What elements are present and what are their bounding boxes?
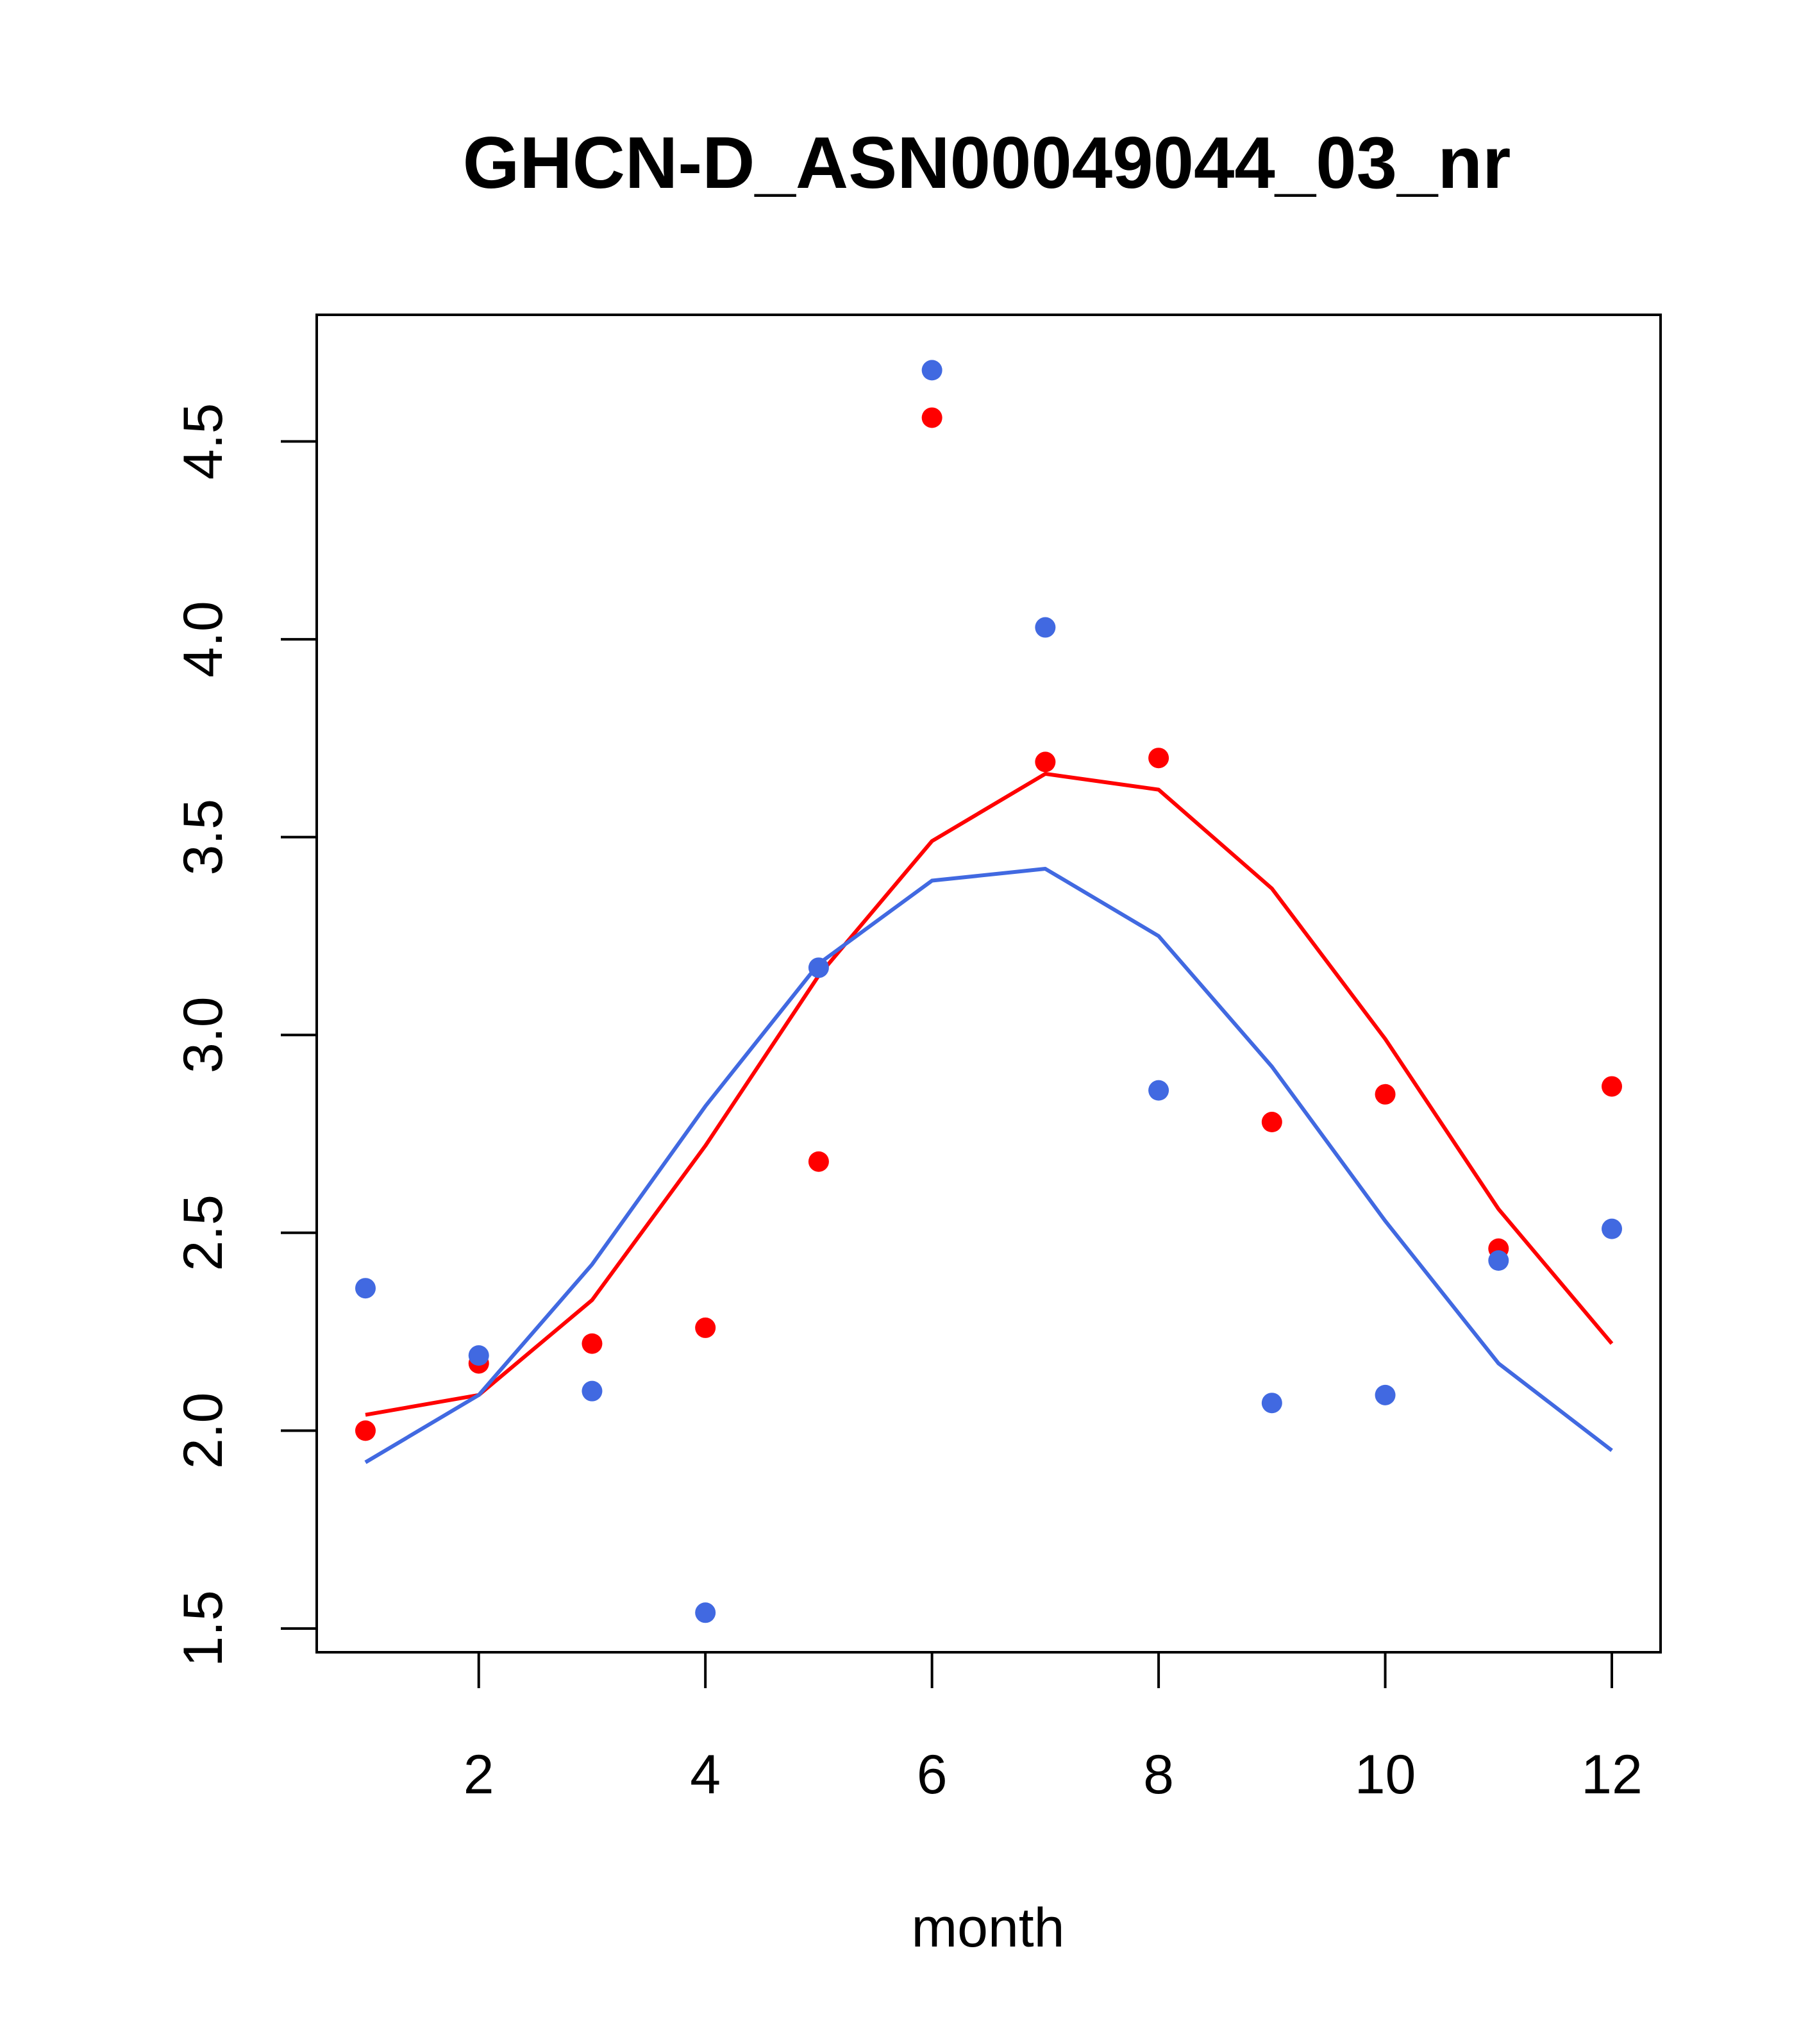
x-tick-label: 8 bbox=[1143, 1744, 1174, 1805]
x-tick-label: 2 bbox=[464, 1744, 494, 1805]
series-1-point bbox=[355, 1420, 376, 1441]
series-1-point bbox=[1261, 1112, 1282, 1133]
x-tick-label: 12 bbox=[1581, 1744, 1643, 1805]
x-axis-label: month bbox=[911, 1897, 1064, 1959]
chart-title: GHCN-D_ASN00049044_03_nr bbox=[463, 122, 1511, 204]
series-2-line bbox=[364, 867, 1613, 1464]
y-tick-label: 2.5 bbox=[172, 1194, 234, 1271]
y-tick-label: 2.0 bbox=[172, 1393, 234, 1470]
series-1-point bbox=[1148, 748, 1169, 769]
series-2-point bbox=[1488, 1250, 1509, 1271]
x-tick-label: 10 bbox=[1355, 1744, 1416, 1805]
y-tick-label: 4.5 bbox=[172, 403, 234, 480]
series-1-line bbox=[365, 771, 1614, 1417]
series-1-point bbox=[1035, 751, 1056, 773]
series-2-point bbox=[468, 1345, 489, 1366]
y-tick-label: 4.0 bbox=[172, 601, 234, 678]
series-1-point bbox=[582, 1333, 603, 1354]
series-2-point bbox=[582, 1380, 603, 1402]
y-axis: 1.5 2.0 2.5 3.0 3.5 4.0 4.5 bbox=[172, 403, 318, 1667]
x-axis: 2 4 6 8 10 12 bbox=[464, 1651, 1643, 1805]
series-points bbox=[355, 360, 1623, 1623]
series-2-point bbox=[808, 957, 829, 978]
y-tick-label: 3.0 bbox=[172, 996, 234, 1073]
series-1-point bbox=[921, 407, 942, 428]
series-1-point bbox=[808, 1151, 829, 1172]
y-tick-label: 1.5 bbox=[172, 1590, 234, 1667]
series-2-point bbox=[355, 1278, 376, 1299]
series-2-point bbox=[1602, 1218, 1623, 1239]
series-2-point bbox=[1375, 1384, 1396, 1405]
series-1-point bbox=[695, 1317, 716, 1338]
series-2-point bbox=[695, 1602, 716, 1623]
series-2-point bbox=[1261, 1393, 1282, 1414]
series-2-point bbox=[1148, 1080, 1169, 1101]
y-tick-label: 3.5 bbox=[172, 799, 234, 876]
series-1-point bbox=[1375, 1084, 1396, 1105]
series-2-point bbox=[1035, 617, 1056, 638]
x-tick-label: 6 bbox=[917, 1744, 948, 1805]
series-lines bbox=[364, 771, 1614, 1464]
series-2-point bbox=[921, 360, 942, 381]
series-1-point bbox=[1602, 1076, 1623, 1097]
x-tick-label: 4 bbox=[690, 1744, 721, 1805]
